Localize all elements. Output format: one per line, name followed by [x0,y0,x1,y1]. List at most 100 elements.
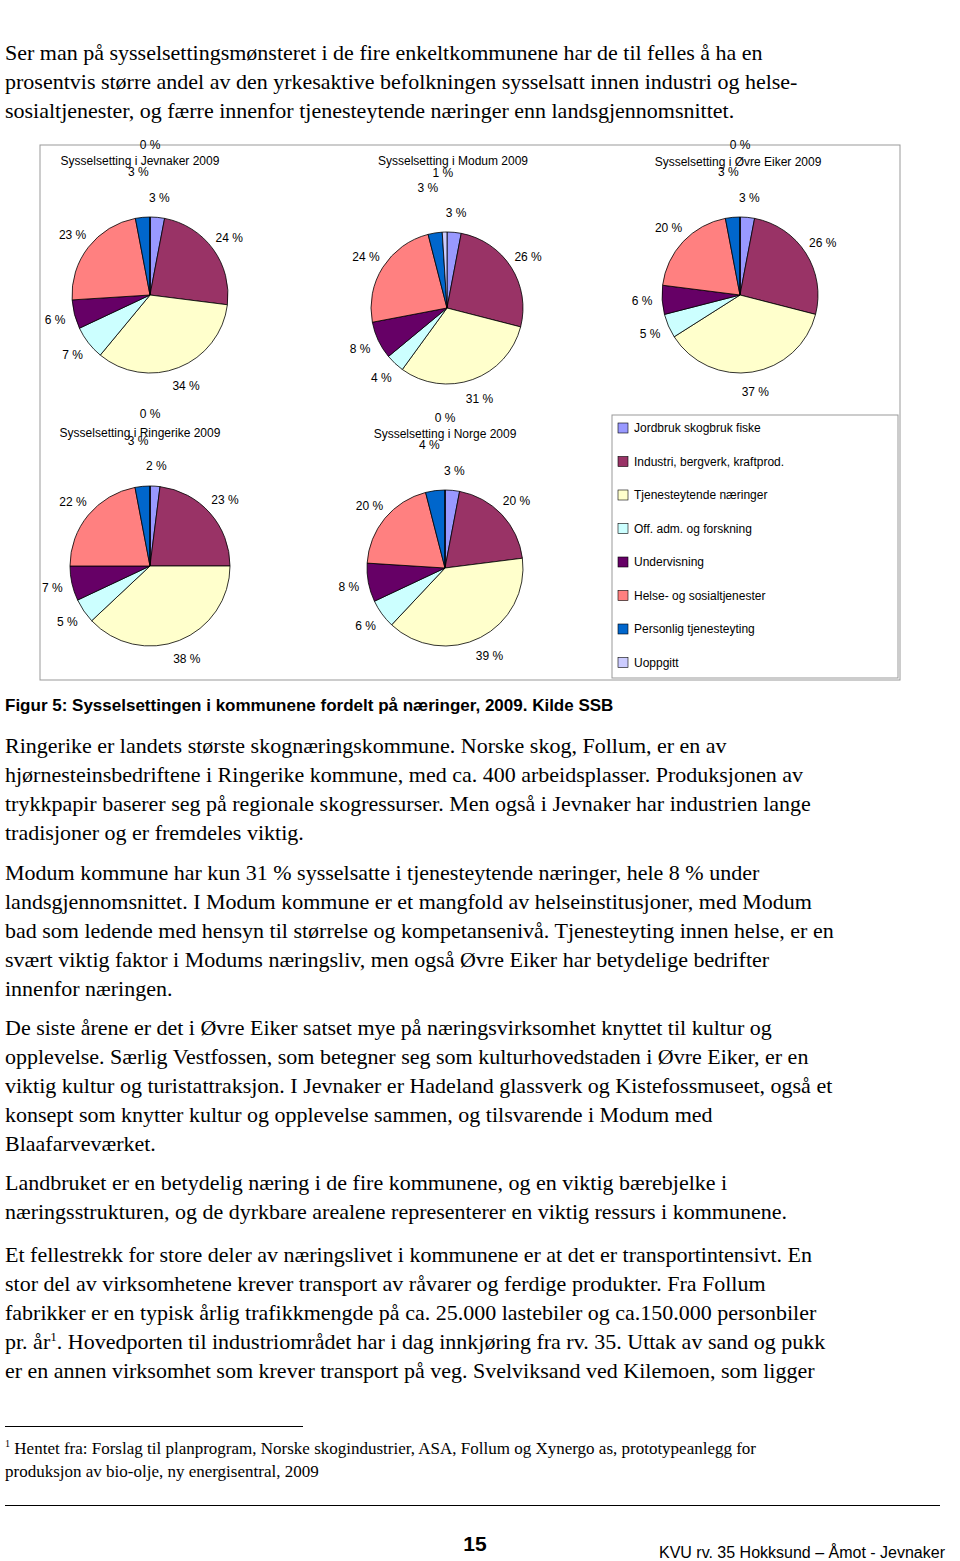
text-line: tradisjoner og er fremdeles viktig. [5,820,304,846]
data-label: 0 % [730,138,751,152]
text-line: viktig kultur og turistattraksjon. I Jev… [5,1073,832,1099]
data-label: 2 % [146,459,167,473]
slices [70,486,230,646]
data-label: 3 % [718,165,739,179]
data-label: 7 % [42,581,63,595]
text-line: sosialtjenester, og færre innenfor tjene… [5,98,734,124]
footer-rule [5,1505,940,1506]
legend-entry: Uoppgitt [634,656,679,670]
text-line: Ser man på sysselsettingsmønsteret i de … [5,40,763,66]
data-label: 39 % [476,649,504,663]
text-line: er en annen virksomhet som krever transp… [5,1358,815,1384]
pie-slice [725,217,740,295]
slices [662,217,818,373]
legend-swatch [618,624,628,634]
data-label: 3 % [128,165,149,179]
figure-frame [40,145,900,680]
pie-slice [135,486,150,566]
data-label: 23 % [211,493,239,507]
data-label: 8 % [338,580,359,594]
legend-swatch [618,457,628,467]
text-line: hjørnesteinsbedriftene i Ringerike kommu… [5,762,803,788]
text-line: konsept som knytter kultur og opplevelse… [5,1102,713,1128]
legend-entry: Undervisning [634,555,704,569]
slices [72,217,228,373]
pie-chart: Sysselsetting i Norge 20093 %20 %39 %6 %… [338,411,530,662]
pie-slice [442,232,447,308]
text: . Hovedporten til industriområdet har i … [57,1329,825,1354]
legend-swatch [618,490,628,500]
text-line: Modum kommune har kun 31 % sysselsatte i… [5,860,759,886]
data-label: 20 % [503,494,531,508]
pie-slice [150,486,151,566]
data-label: 26 % [809,236,837,250]
data-label: 7 % [62,348,83,362]
pie-slice [426,490,445,568]
pie-chart: Sysselsetting i Jevnaker 20093 %24 %34 %… [45,138,244,393]
pie-slice [72,295,150,328]
legend-entry: Jordbruk skogbruk fiske [634,421,761,435]
data-label: 3 % [418,181,439,195]
data-label: 20 % [356,499,384,513]
pie-slice [70,566,150,600]
data-label: 23 % [59,228,87,242]
footnote-line: produksjon av bio-olje, ny energisentral… [5,1462,319,1482]
data-label: 38 % [173,652,201,666]
text-line: svært viktig faktor i Modums næringsliv,… [5,947,769,973]
pie-chart: Sysselsetting i Øvre Eiker 20093 %26 %37… [632,138,837,399]
footnote-line: 1 Hentet fra: Forslag til planprogram, N… [5,1438,756,1459]
slices [367,490,523,646]
text: produksjon av bio-olje, ny energisentral… [5,1462,319,1481]
data-label: 5 % [640,327,661,341]
text-line: Landbruket er en betydelig næring i de f… [5,1170,727,1196]
text-line: De siste årene er det i Øvre Eiker satse… [5,1015,772,1041]
pie-chart: Sysselsetting i Modum 20093 %26 %31 %4 %… [350,154,542,406]
data-label: 24 % [216,231,244,245]
data-label: 3 % [149,191,170,205]
legend-frame [612,415,898,678]
footnote-rule [5,1426,303,1427]
data-label: 26 % [514,250,542,264]
figure: Sysselsetting i Jevnaker 20093 %24 %34 %… [0,0,960,690]
text-line: bad som ledende med hensyn til størrelse… [5,918,834,944]
pie-chart: Sysselsetting i Ringerike 20092 %23 %38 … [42,407,239,666]
text-line: opplevelse. Særlig Vestfossen, som beteg… [5,1044,808,1070]
slices [371,232,523,384]
data-label: 0 % [140,138,161,152]
data-label: 4 % [371,371,392,385]
data-label: 3 % [739,191,760,205]
text-line: landsgjennomsnittet. I Modum kommune er … [5,889,812,915]
data-label: 6 % [355,619,376,633]
footer-text: KVU rv. 35 Hokksund – Åmot - Jevnaker [659,1544,945,1561]
data-label: 24 % [352,250,380,264]
text-line: prosentvis større andel av den yrkesakti… [5,69,797,95]
text-line: innenfor næringen. [5,976,172,1002]
text-line: Blaafarveværket. [5,1131,156,1157]
data-label: 3 % [446,206,467,220]
legend-swatch [618,658,628,668]
pie-slice [428,232,447,308]
legend-swatch [618,557,628,567]
data-label: 5 % [57,615,78,629]
data-label: 0 % [140,407,161,421]
figure-caption: Figur 5: Sysselsettingen i kommunene for… [5,696,613,716]
data-label: 37 % [742,385,770,399]
footnote-ref: 1 [50,1329,57,1344]
legend-swatch [618,591,628,601]
text-line: næringsstrukturen, og de dyrkbare areale… [5,1199,787,1225]
pie-slice [150,217,151,295]
legend-swatch [618,423,628,433]
legend-entry: Personlig tjenesteyting [634,622,755,636]
data-label: 1 % [432,166,453,180]
page-number: 15 [455,1532,495,1556]
text-line: fabrikker er en typisk årlig trafikkmeng… [5,1300,816,1326]
data-label: 8 % [350,342,371,356]
pie-slice [135,217,150,295]
data-label: 20 % [655,221,683,235]
text-line: pr. år1. Hovedporten til industriområdet… [5,1329,825,1355]
data-label: 0 % [435,411,456,425]
data-label: 6 % [45,313,66,327]
chart-title: Sysselsetting i Norge 2009 [374,427,517,441]
text-line: trykkpapir baserer seg på regionale skog… [5,791,811,817]
legend-entry: Helse- og sosialtjenester [634,589,765,603]
